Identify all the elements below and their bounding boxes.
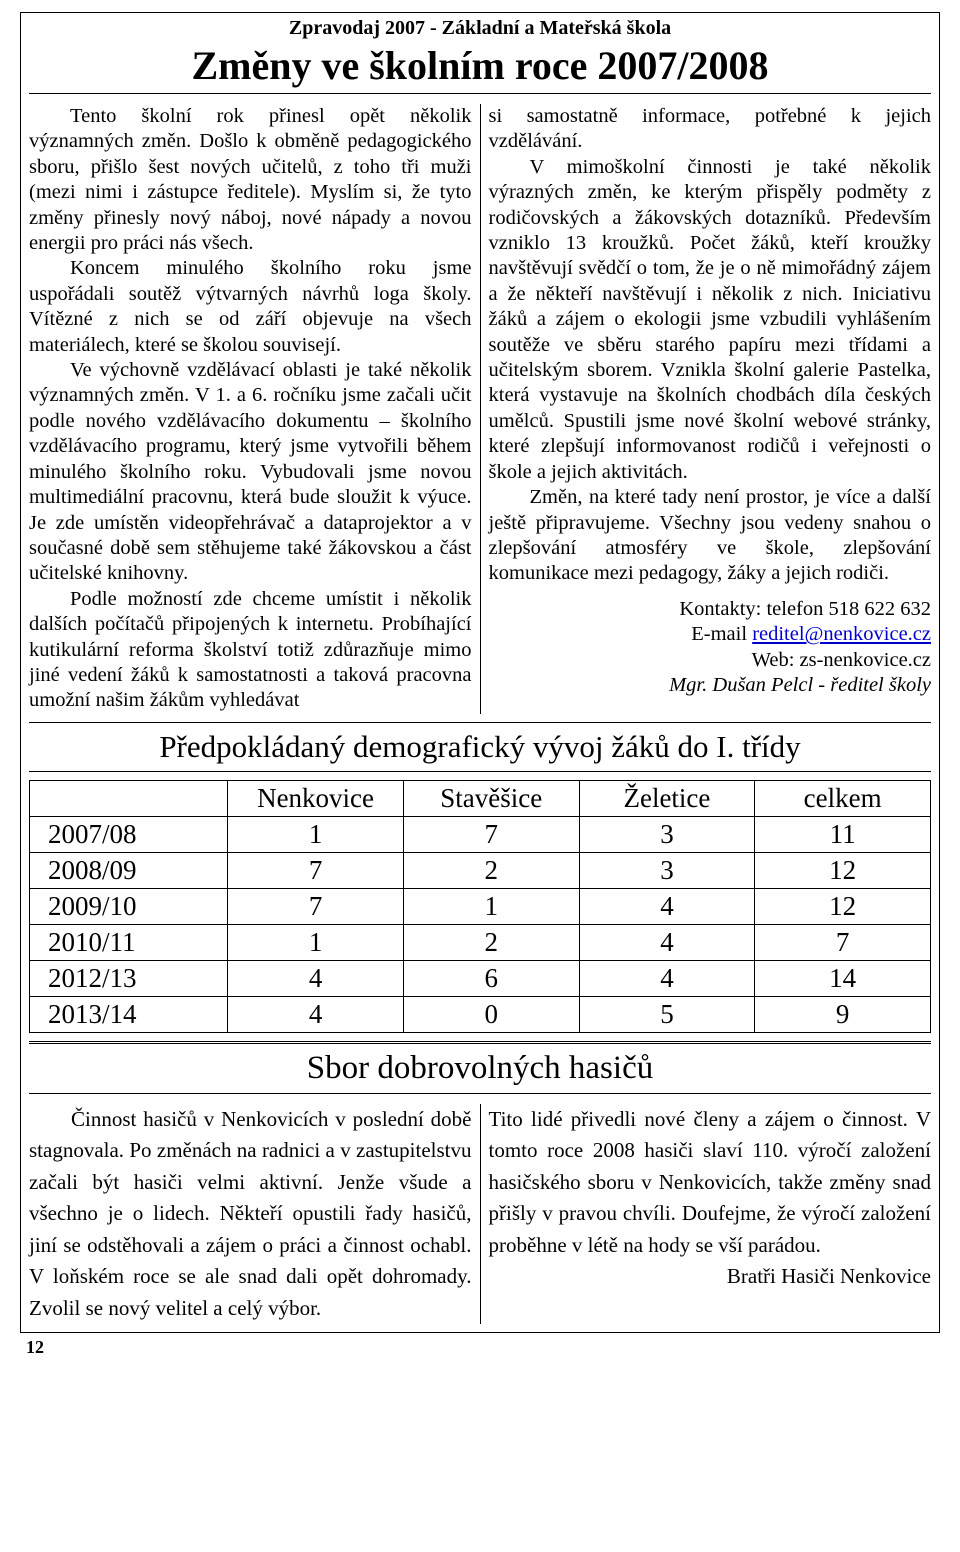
table-cell: 4 bbox=[579, 888, 755, 924]
article-title: Změny ve školním roce 2007/2008 bbox=[29, 42, 931, 94]
table-cell: 2 bbox=[403, 852, 579, 888]
table-cell: 6 bbox=[403, 960, 579, 996]
article-body: Tento školní rok přinesl opět několik vý… bbox=[21, 94, 939, 722]
contact-phone: Kontakty: telefon 518 622 632 bbox=[489, 597, 932, 622]
table-header: Nenkovice bbox=[228, 780, 404, 816]
article-right-column: si samostatně informace, potřebné k jeji… bbox=[481, 104, 932, 714]
table-header: celkem bbox=[755, 780, 931, 816]
paragraph: Podle možností zde chceme umístit i něko… bbox=[29, 587, 472, 714]
table-cell: 1 bbox=[403, 888, 579, 924]
table-cell: 7 bbox=[228, 888, 404, 924]
table-cell: 3 bbox=[579, 816, 755, 852]
table-cell: 4 bbox=[579, 960, 755, 996]
author-signature: Mgr. Dušan Pelcl - ředitel školy bbox=[489, 673, 932, 698]
table-row: 2008/0972312 bbox=[30, 852, 931, 888]
paragraph: Ve výchovně vzdělávací oblasti je také n… bbox=[29, 358, 472, 587]
table-cell: 4 bbox=[228, 960, 404, 996]
paragraph: Činnost hasičů v Nenkovicích v poslední … bbox=[29, 1104, 472, 1325]
table-cell: 2009/10 bbox=[30, 888, 228, 924]
table-cell: 12 bbox=[755, 888, 931, 924]
contact-email-line: E-mail reditel@nenkovice.cz bbox=[489, 622, 932, 647]
table-cell: 1 bbox=[228, 816, 404, 852]
table-header bbox=[30, 780, 228, 816]
table-header: Želetice bbox=[579, 780, 755, 816]
table-cell: 9 bbox=[755, 996, 931, 1032]
paragraph: si samostatně informace, potřebné k jeji… bbox=[489, 104, 932, 155]
table-cell: 0 bbox=[403, 996, 579, 1032]
paragraph: Koncem minulého školního roku jsme uspoř… bbox=[29, 256, 472, 358]
table-row: 2007/0817311 bbox=[30, 816, 931, 852]
table-header: Stavěšice bbox=[403, 780, 579, 816]
fire-title: Sbor dobrovolných hasičů bbox=[29, 1041, 931, 1094]
table-cell: 2007/08 bbox=[30, 816, 228, 852]
table-cell: 4 bbox=[579, 924, 755, 960]
table-cell: 2008/09 bbox=[30, 852, 228, 888]
demographics-table: NenkoviceStavěšiceŽeleticecelkem2007/081… bbox=[29, 780, 931, 1033]
table-cell: 14 bbox=[755, 960, 931, 996]
table-cell: 2012/13 bbox=[30, 960, 228, 996]
demographics-title: Předpokládaný demografický vývoj žáků do… bbox=[29, 722, 931, 772]
table-cell: 2013/14 bbox=[30, 996, 228, 1032]
contact-email-link[interactable]: reditel@nenkovice.cz bbox=[752, 623, 931, 645]
table-cell: 7 bbox=[228, 852, 404, 888]
table-row: 2009/1071412 bbox=[30, 888, 931, 924]
page-frame: Zpravodaj 2007 - Základní a Mateřská ško… bbox=[20, 12, 940, 1333]
fire-body: Činnost hasičů v Nenkovicích v poslední … bbox=[21, 1094, 939, 1333]
table-row: 2013/144059 bbox=[30, 996, 931, 1032]
table-cell: 4 bbox=[228, 996, 404, 1032]
fire-signature: Bratři Hasiči Nenkovice bbox=[489, 1261, 932, 1293]
table-cell: 11 bbox=[755, 816, 931, 852]
table-cell: 3 bbox=[579, 852, 755, 888]
table-cell: 1 bbox=[228, 924, 404, 960]
table-row: 2012/1346414 bbox=[30, 960, 931, 996]
fire-left-column: Činnost hasičů v Nenkovicích v poslední … bbox=[29, 1104, 481, 1325]
paragraph: Změn, na které tady není prostor, je víc… bbox=[489, 485, 932, 587]
table-cell: 2010/11 bbox=[30, 924, 228, 960]
table-row: 2010/111247 bbox=[30, 924, 931, 960]
fire-right-column: Tito lidé přivedli nové členy a zájem o … bbox=[481, 1104, 932, 1325]
table-cell: 7 bbox=[403, 816, 579, 852]
article-left-column: Tento školní rok přinesl opět několik vý… bbox=[29, 104, 481, 714]
page-number: 12 bbox=[20, 1333, 940, 1358]
contact-block: Kontakty: telefon 518 622 632 E-mail red… bbox=[489, 597, 932, 699]
paragraph: Tito lidé přivedli nové členy a zájem o … bbox=[489, 1104, 932, 1262]
table-cell: 12 bbox=[755, 852, 931, 888]
contact-web: Web: zs-nenkovice.cz bbox=[489, 648, 932, 673]
table-cell: 7 bbox=[755, 924, 931, 960]
newsletter-header: Zpravodaj 2007 - Základní a Mateřská ško… bbox=[21, 13, 939, 42]
demographics-table-wrap: NenkoviceStavěšiceŽeleticecelkem2007/081… bbox=[21, 772, 939, 1041]
table-cell: 2 bbox=[403, 924, 579, 960]
paragraph: V mimoškolní činnosti je také několik vý… bbox=[489, 155, 932, 485]
table-cell: 5 bbox=[579, 996, 755, 1032]
paragraph: Tento školní rok přinesl opět několik vý… bbox=[29, 104, 472, 256]
